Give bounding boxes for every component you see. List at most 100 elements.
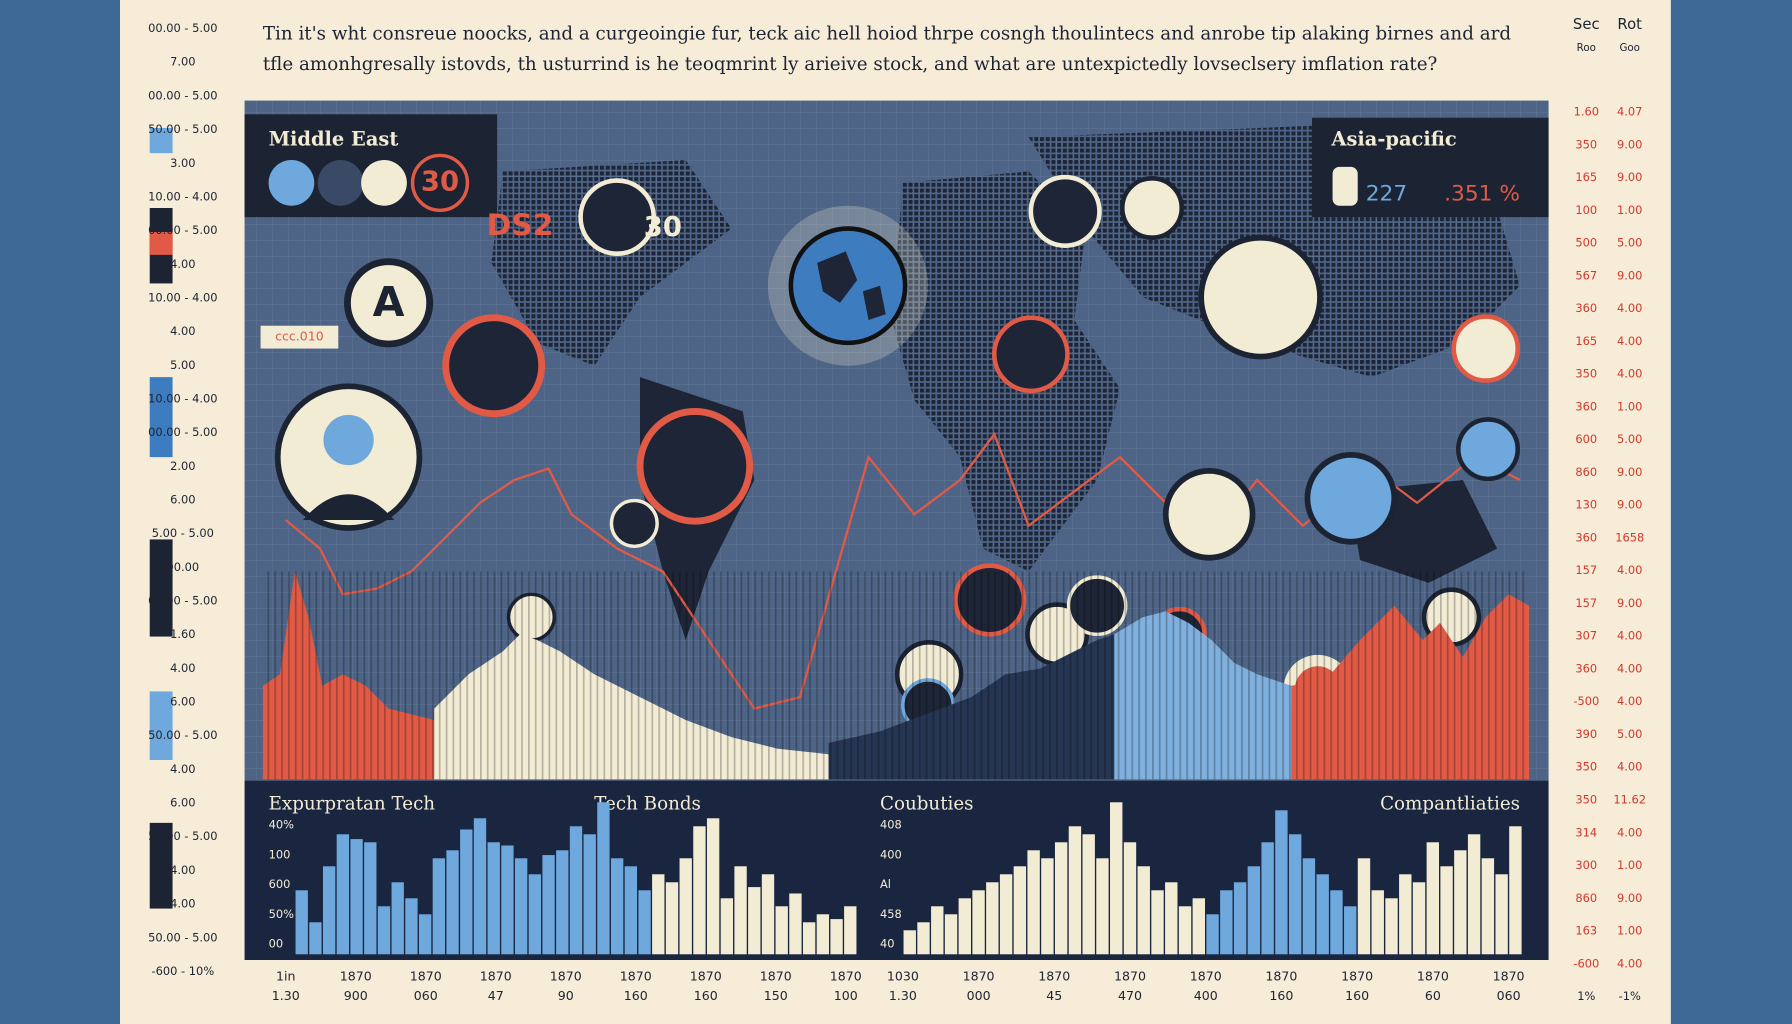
bar [775, 906, 788, 955]
scale-value: 350 [1575, 760, 1597, 774]
scale-label: 4.00 [170, 661, 195, 675]
scale-value: 165 [1575, 170, 1597, 184]
bar [1481, 858, 1495, 955]
bar [1096, 858, 1109, 955]
scale-value: 1% [1577, 989, 1595, 1003]
map-tag: DS2 [487, 208, 554, 243]
scale-value: 1.00 [1617, 203, 1642, 217]
scale-label: 50.00 - 5.00 [148, 728, 217, 742]
x-tick-label: 90 [558, 988, 574, 1003]
x-tick-label: 1870 [410, 969, 442, 984]
x-tick-label: 470 [1118, 988, 1142, 1003]
scale-subheader: Roo [1577, 42, 1596, 54]
scale-block [149, 539, 173, 637]
scale-value: 9.00 [1617, 498, 1642, 512]
scale-block [149, 691, 173, 760]
bar [501, 845, 514, 955]
scale-subheader: Goo [1619, 42, 1640, 54]
bar [734, 866, 747, 955]
y-tick-label: 00 [269, 937, 284, 951]
bar [473, 818, 487, 955]
y-tick-label: 40 [880, 937, 895, 951]
bar [1220, 890, 1233, 955]
callout-dot [317, 160, 364, 206]
bar [528, 874, 542, 955]
bar [1316, 874, 1329, 955]
bar [1399, 874, 1412, 955]
bar [789, 893, 802, 955]
panel-title: Compantliaties [1380, 794, 1520, 815]
bar [706, 818, 720, 955]
x-tick-label: 1870 [480, 969, 512, 984]
callout-label: Asia-pacific [1330, 128, 1456, 151]
y-tick-label: 408 [880, 818, 902, 832]
x-tick-label: 1870 [1493, 969, 1525, 984]
x-tick-label: 160 [694, 988, 718, 1003]
bar [1013, 866, 1027, 955]
scale-value: 360 [1575, 530, 1597, 544]
bar [844, 906, 857, 955]
scale-value: -500 [1573, 694, 1599, 708]
scale-value: 4.00 [1617, 661, 1642, 675]
bar [487, 842, 500, 955]
scale-block [149, 128, 173, 154]
title-line: tfle amonhgresally istovds, th usturrind… [263, 54, 1438, 75]
scale-label: 6.00 [170, 796, 195, 810]
bar [1261, 842, 1274, 955]
icon [1028, 174, 1102, 248]
scale-block [149, 232, 173, 255]
scale-label: 00.00 - 5.00 [148, 594, 217, 608]
mountain-stripes [262, 571, 1530, 780]
y-tick-label: Al [880, 877, 891, 891]
y-tick-label: 400 [880, 847, 902, 861]
bar [1288, 834, 1302, 955]
scale-value: 567 [1575, 268, 1597, 282]
scale-value: 9.00 [1617, 170, 1642, 184]
bar [405, 898, 418, 955]
bar [931, 906, 944, 955]
scale-label: 00.00 - 5.00 [148, 21, 217, 35]
bar [597, 802, 610, 955]
bar [761, 874, 775, 955]
bar [986, 882, 999, 955]
scale-value: 9.00 [1617, 137, 1642, 151]
bar [1426, 842, 1440, 955]
scale-label: 4.00 [170, 762, 195, 776]
x-tick-label: 1870 [1114, 969, 1146, 984]
y-tick-label: 600 [269, 877, 291, 891]
scale-label: 7.00 [170, 55, 195, 69]
scale-header: Sec [1573, 15, 1600, 33]
x-tick-label: 160 [1345, 988, 1369, 1003]
scale-value: 1.60 [1574, 105, 1599, 119]
bar [1165, 882, 1178, 955]
bar [1233, 882, 1247, 955]
bar [693, 826, 706, 955]
scale-block [149, 822, 173, 909]
scale-label: 50.00 - 5.00 [148, 930, 217, 944]
scale-value: 350 [1575, 793, 1597, 807]
scale-value: 5.00 [1617, 236, 1642, 250]
left-scale-decor [149, 128, 173, 909]
x-tick-label: 1030 [887, 969, 919, 984]
scale-label: 50.00 - 5.00 [148, 829, 217, 843]
bar [903, 930, 916, 955]
bar [336, 834, 350, 955]
scale-value: -1% [1619, 989, 1641, 1003]
bar [1041, 858, 1054, 955]
x-tick-label: 1.30 [272, 988, 300, 1003]
x-tick-label: 45 [1046, 988, 1062, 1003]
scale-value: 9.00 [1617, 268, 1642, 282]
scale-value: 4.00 [1617, 334, 1642, 348]
map-tag: 30 [644, 212, 682, 243]
y-tick-label: 40% [269, 818, 295, 832]
icon [636, 408, 754, 525]
bar [569, 826, 583, 955]
map-area: Middle East 30 Asia-pacific 227 .351 % D… [244, 100, 1549, 781]
icon-letter: A [373, 278, 405, 326]
bar [1467, 834, 1481, 955]
y-tick-label: 50% [269, 907, 295, 921]
globe-land [817, 251, 886, 320]
bar [322, 866, 336, 955]
scale-value: 4.07 [1617, 105, 1642, 119]
